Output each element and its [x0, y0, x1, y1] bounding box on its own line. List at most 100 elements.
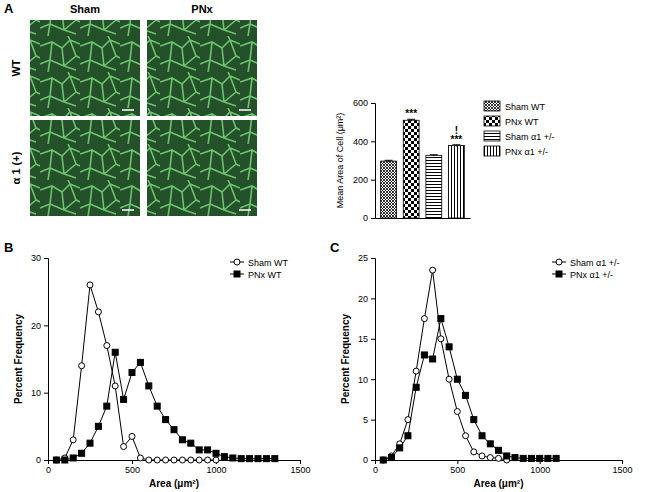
point — [479, 433, 485, 439]
tick-label: 0 — [363, 455, 368, 465]
legend: Sham WTPNx WT — [230, 258, 289, 280]
tick: 400 — [353, 137, 375, 147]
point — [263, 456, 269, 462]
point — [79, 450, 85, 456]
tick-label: 0 — [46, 465, 51, 475]
figure: AShamPNxWTα 1 (+)0200400600******!Mean A… — [0, 0, 668, 492]
point — [146, 457, 152, 463]
bars — [381, 119, 465, 218]
scale-bar — [122, 109, 134, 111]
error-bar — [385, 160, 393, 162]
point — [496, 447, 502, 453]
point — [537, 455, 543, 461]
point — [446, 376, 452, 382]
axis-title: Percent Frequency — [340, 314, 351, 404]
point — [430, 267, 436, 273]
legend-label: PNx α1 +/- — [505, 147, 548, 157]
axis-line — [376, 218, 471, 219]
point — [53, 457, 59, 463]
column-label: PNx — [191, 3, 213, 15]
error-bar — [452, 145, 460, 147]
tick-mark — [371, 180, 375, 181]
legend-marker — [234, 259, 240, 265]
point — [430, 356, 436, 362]
tick-label: 20 — [31, 321, 41, 331]
point — [163, 457, 169, 463]
tick: 10 — [358, 375, 375, 385]
micrograph — [30, 120, 140, 216]
point — [454, 376, 460, 382]
tick-label: 5 — [363, 415, 368, 425]
point — [146, 383, 152, 389]
tick: 1000 — [530, 460, 550, 475]
point — [171, 427, 177, 433]
tick-label: 200 — [353, 175, 368, 185]
point — [421, 316, 427, 322]
tick: 500 — [450, 460, 465, 475]
point — [463, 392, 469, 398]
point — [129, 433, 135, 439]
point — [104, 343, 110, 349]
tick: 0 — [36, 455, 48, 465]
point — [112, 383, 118, 389]
tick: 1500 — [612, 460, 632, 475]
tick-mark — [371, 460, 375, 461]
tick-mark — [371, 103, 375, 104]
point — [221, 454, 227, 460]
point — [179, 457, 185, 463]
tick-mark — [44, 258, 48, 259]
scale-bar — [122, 209, 134, 211]
point — [79, 363, 85, 369]
point — [397, 445, 403, 451]
point — [129, 369, 135, 375]
tick-label: 10 — [358, 375, 368, 385]
legend: Sham α1 +/-PNx α1 +/- — [552, 258, 619, 280]
point — [520, 455, 526, 461]
row-label: α 1 (+) — [10, 151, 22, 184]
point — [213, 457, 219, 463]
tick-mark — [457, 460, 458, 464]
legend-marker — [556, 271, 562, 277]
tick: 30 — [31, 253, 48, 263]
error-bar — [407, 119, 415, 121]
point — [196, 457, 202, 463]
tick-mark — [371, 420, 375, 421]
point — [545, 455, 551, 461]
legend-swatch — [484, 101, 500, 111]
micrograph — [30, 20, 140, 116]
point — [413, 368, 419, 374]
tick: 10 — [31, 388, 48, 398]
tick-label: 0 — [36, 455, 41, 465]
tick-label: 15 — [358, 334, 368, 344]
panel-label: B — [4, 240, 13, 255]
axis-title: Mean Area of Cell (μm²) — [335, 113, 345, 209]
axis-title: Area (μm²) — [149, 478, 199, 489]
tick-label: 500 — [125, 465, 140, 475]
tick-mark — [622, 460, 623, 464]
tick-label: 10 — [31, 388, 41, 398]
tick: 600 — [353, 98, 375, 108]
bar — [381, 161, 397, 218]
tick: 0 — [363, 455, 375, 465]
plot-area — [53, 282, 277, 463]
point — [112, 349, 118, 355]
micrograph — [147, 20, 257, 116]
tick-label: 20 — [358, 294, 368, 304]
point — [121, 444, 127, 450]
tick-mark — [300, 460, 301, 464]
point — [87, 440, 93, 446]
tick: 25 — [358, 253, 375, 263]
axis: 0 5 10 15 20 25 — [358, 253, 376, 465]
tick-mark — [44, 460, 48, 461]
bar — [403, 120, 419, 218]
point — [70, 437, 76, 443]
tick-mark — [371, 339, 375, 340]
legend-label: PNx WT — [505, 117, 539, 127]
tick-label: 400 — [353, 137, 368, 147]
point — [471, 449, 477, 455]
point — [446, 344, 452, 350]
axis-title: Percent Frequency — [13, 314, 24, 404]
point — [121, 396, 127, 402]
point — [137, 359, 143, 365]
tick: 15 — [358, 334, 375, 344]
